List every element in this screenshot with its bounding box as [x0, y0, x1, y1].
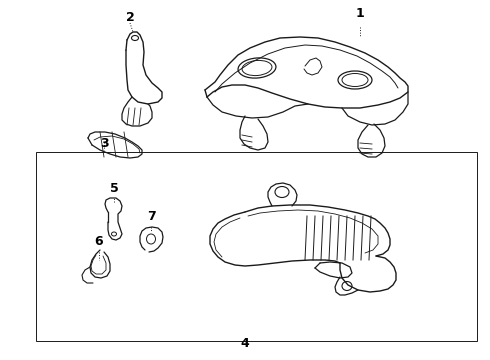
Text: 2: 2 — [125, 11, 134, 24]
Bar — [36, 152, 477, 341]
Text: 5: 5 — [110, 182, 119, 195]
Text: 1: 1 — [356, 7, 365, 20]
Text: 7: 7 — [147, 210, 155, 223]
Text: 3: 3 — [99, 137, 108, 150]
Text: 6: 6 — [95, 235, 103, 248]
Text: 4: 4 — [241, 337, 249, 350]
